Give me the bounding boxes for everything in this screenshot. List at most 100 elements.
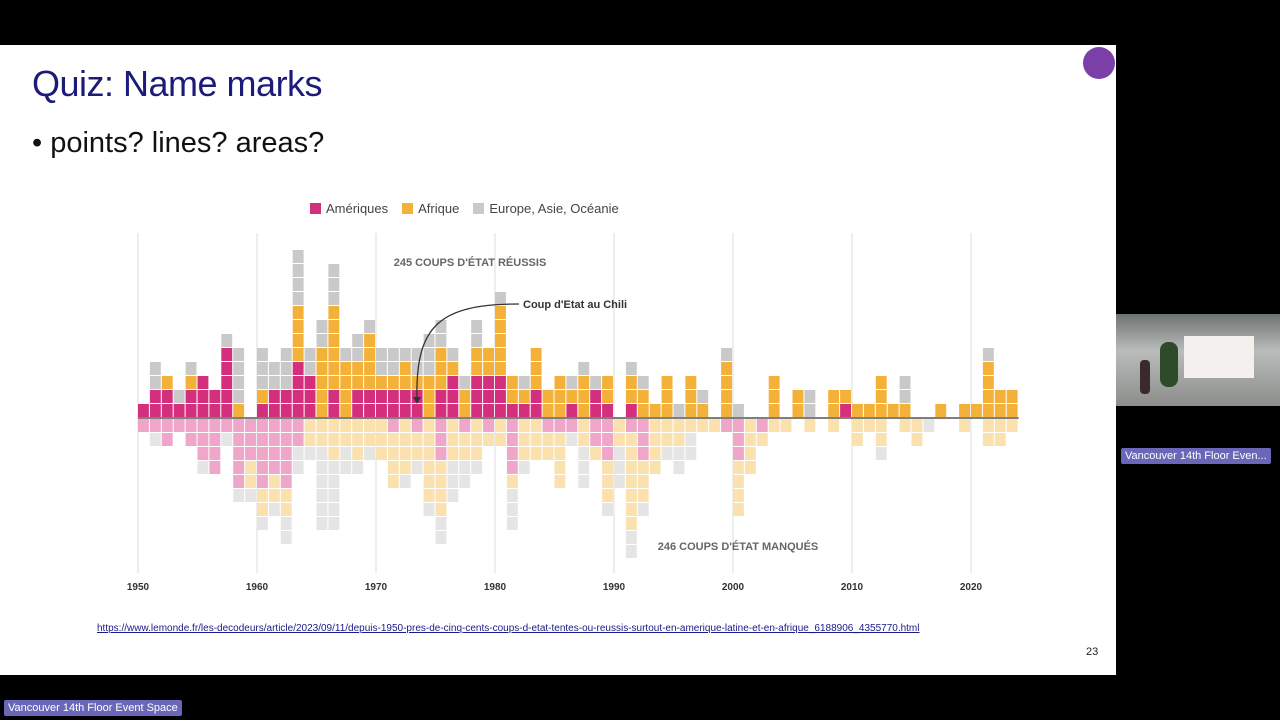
failed-cell: [292, 461, 304, 474]
success-cell: [721, 348, 732, 361]
success-cell: [459, 376, 471, 389]
failed-cell: [340, 461, 352, 474]
failed-cell: [685, 433, 697, 446]
failed-cell: [673, 447, 685, 460]
failed-cell: [161, 419, 173, 432]
success-cell: [530, 348, 542, 361]
success-cell: [875, 404, 887, 417]
failed-cell: [197, 461, 209, 474]
success-cell: [982, 404, 994, 417]
success-cell: [257, 348, 268, 361]
success-cell: [637, 390, 649, 403]
failed-cell: [673, 419, 685, 432]
failed-cell: [852, 419, 863, 432]
failed-cell: [625, 517, 637, 530]
success-cell: [935, 404, 947, 417]
failed-cell: [304, 419, 316, 432]
failed-cell: [733, 447, 744, 460]
failed-cell: [280, 489, 292, 502]
success-cell: [697, 404, 709, 417]
failed-cell: [328, 447, 340, 460]
success-cell: [578, 390, 590, 403]
failed-cell: [197, 447, 209, 460]
success-cell: [328, 376, 340, 389]
failed-cell: [578, 461, 590, 474]
success-cell: [292, 250, 304, 263]
success-cell: [459, 390, 471, 403]
failed-cell: [316, 433, 328, 446]
success-cell: [221, 376, 233, 389]
success-cell: [495, 320, 506, 333]
failed-cell: [447, 461, 459, 474]
success-cell: [447, 404, 459, 417]
failed-cell: [875, 433, 887, 446]
success-cell: [423, 404, 435, 417]
success-cell: [292, 306, 304, 319]
failed-cell: [387, 447, 399, 460]
failed-cell: [863, 419, 875, 432]
success-cell: [209, 404, 221, 417]
callout-arrow: [416, 303, 520, 401]
success-cell: [483, 376, 494, 389]
success-cell: [495, 362, 506, 375]
webcam-thumbnail[interactable]: [1116, 314, 1280, 406]
success-cell: [233, 362, 245, 375]
source-link[interactable]: https://www.lemonde.fr/les-decodeurs/art…: [97, 623, 920, 634]
failed-cell: [542, 419, 554, 432]
success-cell: [447, 348, 459, 361]
success-cell: [352, 404, 364, 417]
success-cell: [352, 390, 364, 403]
success-cell: [661, 404, 673, 417]
success-cell: [376, 376, 387, 389]
success-cell: [209, 390, 221, 403]
success-cell: [221, 390, 233, 403]
failed-cell: [352, 447, 364, 460]
success-cell: [602, 390, 613, 403]
success-cell: [804, 404, 816, 417]
success-cell: [292, 348, 304, 361]
success-cell: [328, 404, 340, 417]
success-cell: [1006, 404, 1018, 417]
failed-cell: [590, 447, 602, 460]
failed-cell: [328, 461, 340, 474]
projector-screen: [1184, 336, 1254, 378]
success-cell: [328, 348, 340, 361]
failed-cell: [292, 433, 304, 446]
success-cell: [566, 404, 578, 417]
failed-cell: [756, 433, 768, 446]
failed-cell: [506, 419, 518, 432]
success-cell: [376, 348, 387, 361]
success-cell: [483, 348, 494, 361]
failed-cell: [352, 461, 364, 474]
x-tick-label: 2010: [841, 582, 864, 593]
success-cell: [387, 404, 399, 417]
success-cell: [399, 404, 411, 417]
success-cell: [411, 362, 423, 375]
success-cell: [316, 348, 328, 361]
failed-cell: [257, 461, 268, 474]
participant-avatar[interactable]: [1083, 47, 1115, 79]
success-cell: [185, 404, 197, 417]
failed-cell: [530, 433, 542, 446]
failed-cell: [459, 447, 471, 460]
success-cell: [280, 348, 292, 361]
failed-cell: [268, 433, 280, 446]
failed-cell: [756, 419, 768, 432]
failed-cell: [233, 461, 245, 474]
success-cell: [447, 362, 459, 375]
failed-cell: [721, 419, 732, 432]
success-cell: [328, 390, 340, 403]
failed-cell: [435, 475, 447, 488]
success-cell: [554, 390, 566, 403]
failed-cell: [733, 489, 744, 502]
failed-cell: [387, 461, 399, 474]
success-cell: [625, 404, 637, 417]
failed-cell: [328, 419, 340, 432]
failed-cell: [602, 433, 613, 446]
failed-cell: [197, 433, 209, 446]
failed-cell: [423, 503, 435, 516]
success-cell: [292, 362, 304, 375]
success-cell: [161, 390, 173, 403]
failed-cell: [685, 447, 697, 460]
failed-cell: [459, 433, 471, 446]
